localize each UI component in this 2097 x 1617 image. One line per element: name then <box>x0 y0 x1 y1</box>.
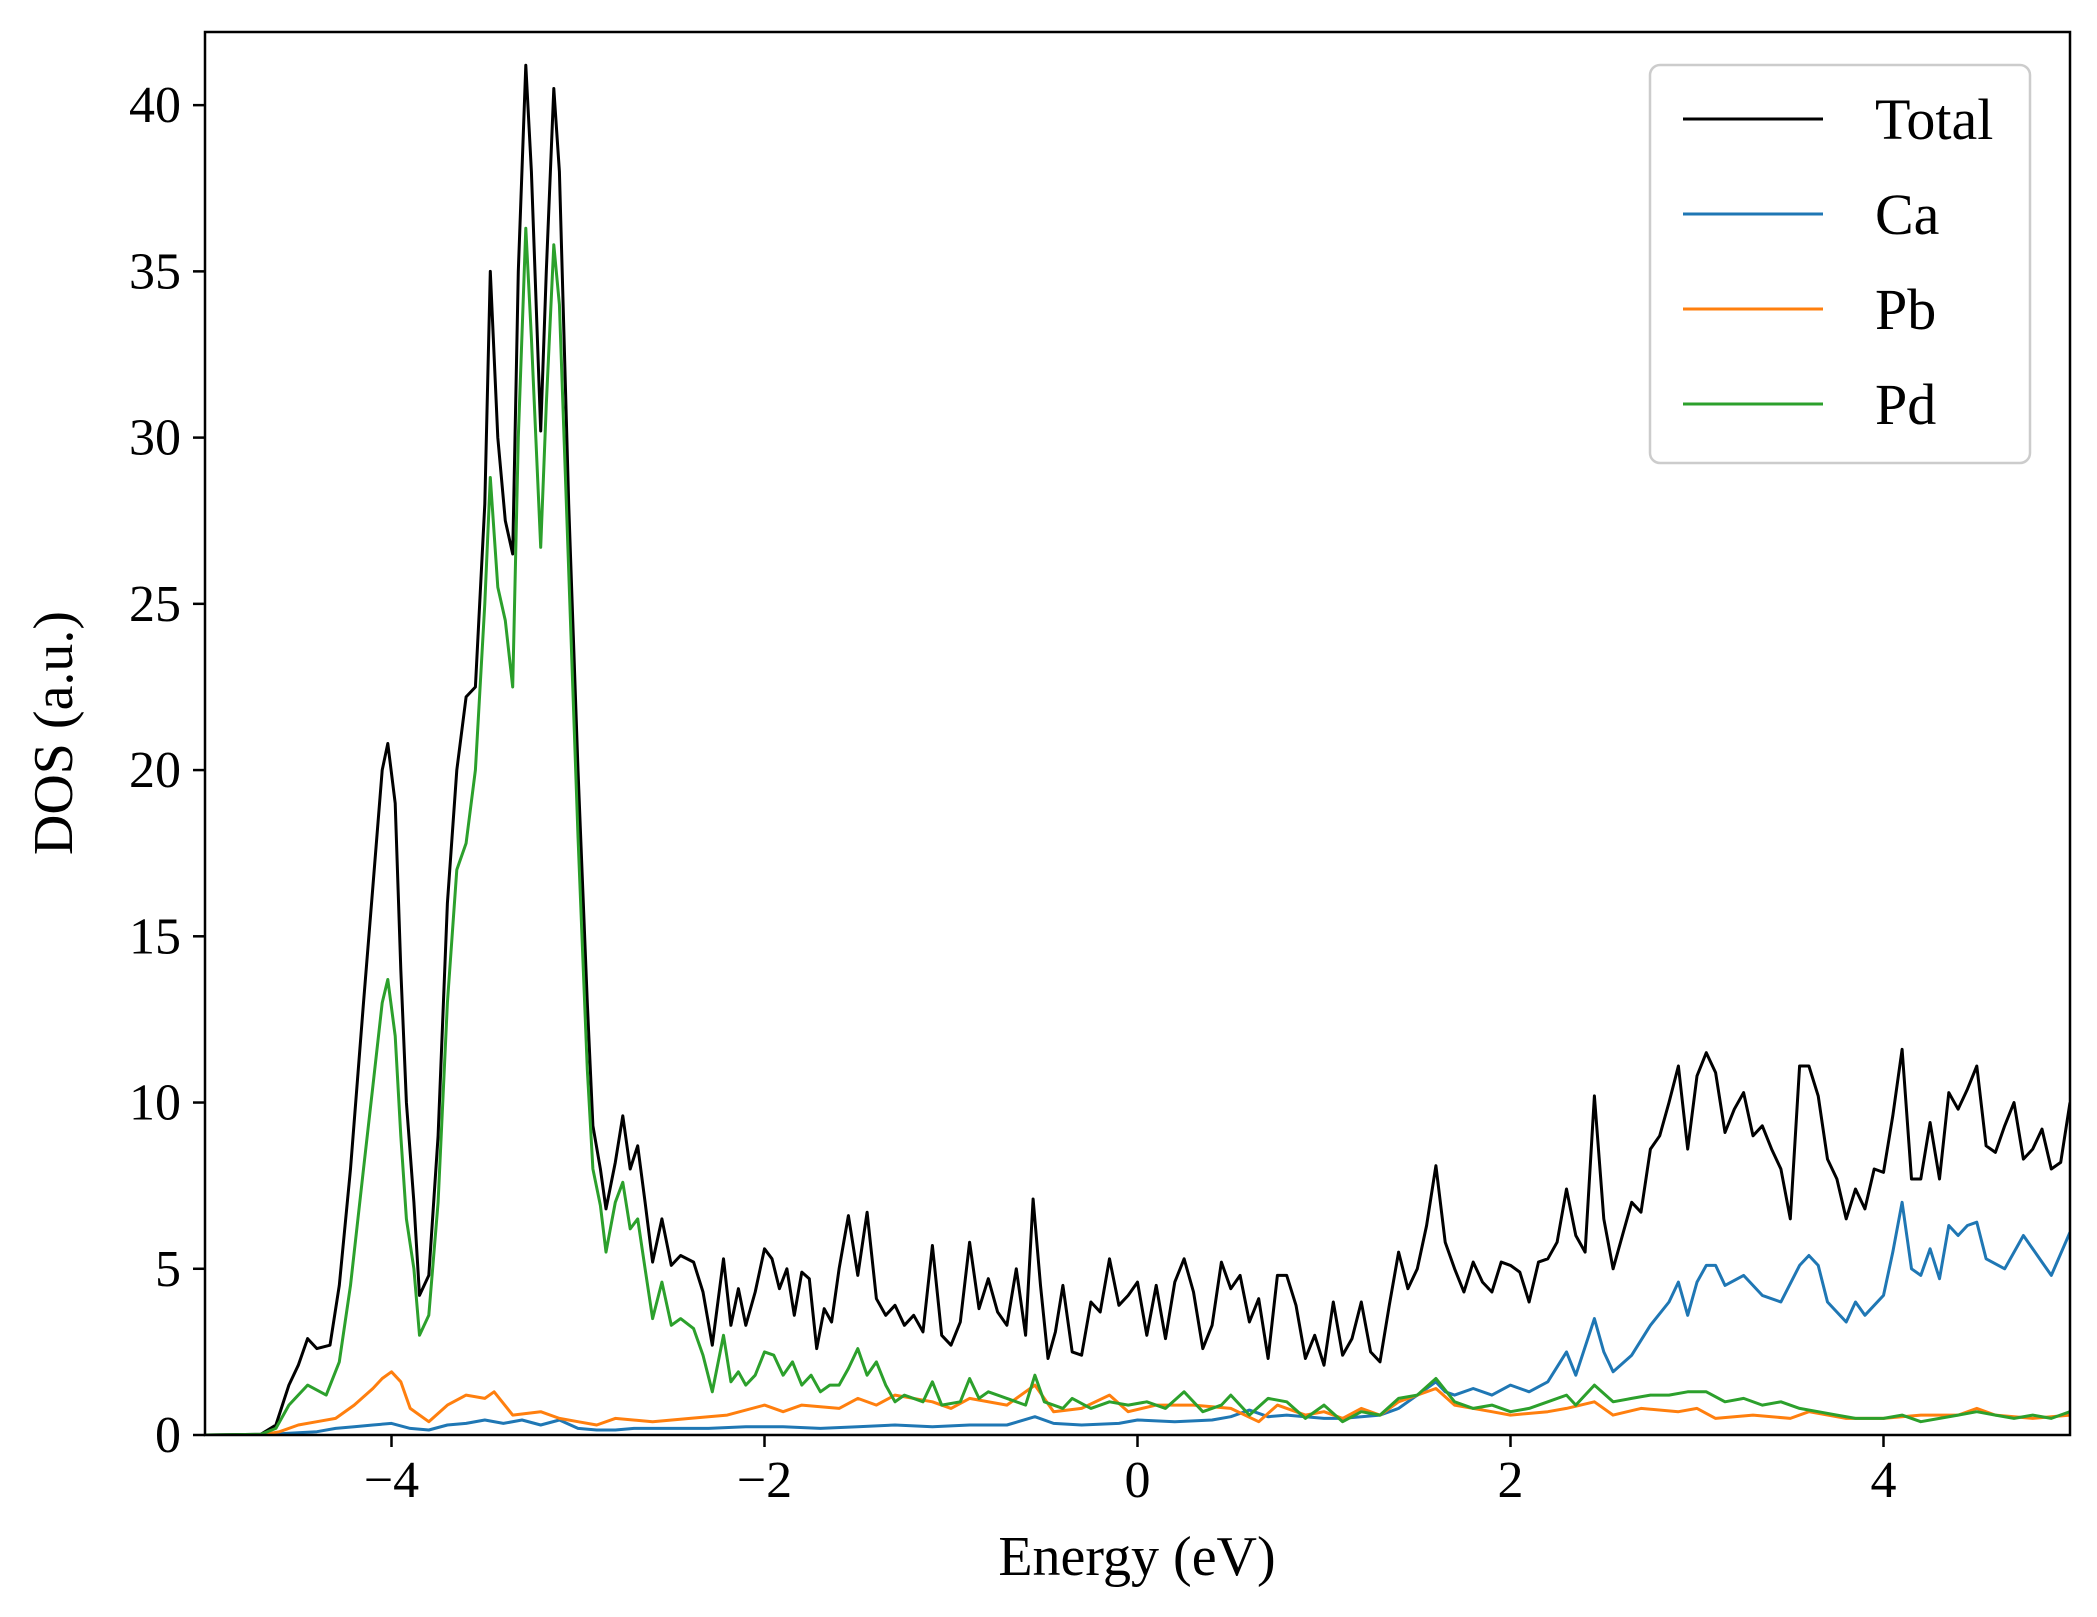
y-tick-label: 15 <box>129 908 181 965</box>
y-tick-label: 35 <box>129 243 181 300</box>
legend-box <box>1648 63 2032 465</box>
legend-label-pb: Pb <box>1875 277 1936 342</box>
y-tick-label: 20 <box>129 742 181 799</box>
x-tick-label: 2 <box>1498 1452 1524 1509</box>
legend: Total Ca Pb Pd <box>1648 63 2032 465</box>
y-tick-label: 5 <box>155 1241 181 1298</box>
legend-label-pd: Pd <box>1875 372 1936 437</box>
x-axis-title: Energy (eV) <box>998 1526 1275 1588</box>
y-tick-label: 40 <box>129 77 181 134</box>
series-layer <box>205 63 2070 1435</box>
y-tick-label: 10 <box>129 1075 181 1132</box>
x-tick-label: −2 <box>737 1452 792 1509</box>
legend-label-ca: Ca <box>1875 182 1939 247</box>
x-tick-label: −4 <box>364 1452 419 1509</box>
y-axis: 0 5 10 15 20 25 30 35 40 <box>129 77 205 1464</box>
x-axis: −4 −2 0 2 4 <box>364 1435 1897 1509</box>
x-tick-label: 0 <box>1125 1452 1151 1509</box>
y-tick-label: 30 <box>129 410 181 467</box>
series-line-pd <box>205 226 2070 1435</box>
x-tick-label: 4 <box>1871 1452 1897 1509</box>
y-axis-title: DOS (a.u.) <box>23 611 85 855</box>
series-line-pb <box>205 1370 2070 1435</box>
y-tick-label: 0 <box>155 1407 181 1464</box>
series-line-total <box>205 63 2070 1435</box>
y-tick-label: 25 <box>129 576 181 633</box>
legend-label-total: Total <box>1875 87 1993 152</box>
